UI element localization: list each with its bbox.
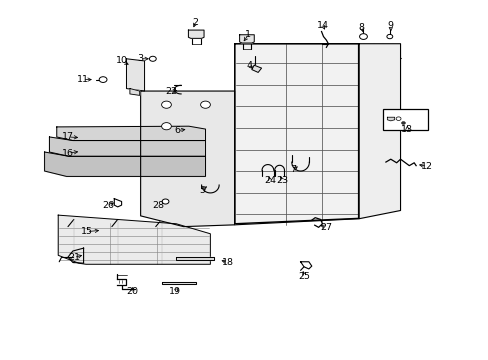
Text: 27: 27 (320, 223, 332, 232)
Circle shape (162, 199, 168, 204)
Circle shape (200, 101, 210, 108)
Circle shape (149, 56, 156, 61)
Text: 16: 16 (62, 149, 74, 158)
Circle shape (395, 117, 400, 121)
Text: 7: 7 (290, 166, 296, 175)
Text: 25: 25 (298, 271, 310, 280)
Text: 23: 23 (275, 176, 287, 185)
Text: 9: 9 (387, 21, 393, 30)
Text: 19: 19 (169, 287, 181, 296)
Polygon shape (44, 152, 205, 176)
Text: 17: 17 (62, 132, 74, 141)
Text: 22: 22 (165, 87, 177, 96)
Polygon shape (188, 30, 203, 39)
Polygon shape (234, 44, 358, 225)
Text: 6: 6 (174, 126, 181, 135)
Circle shape (359, 34, 366, 40)
Text: 1: 1 (245, 30, 251, 39)
Circle shape (401, 122, 405, 125)
Text: 13: 13 (401, 125, 412, 134)
Bar (382, 109, 427, 130)
Text: 24: 24 (264, 176, 275, 185)
Polygon shape (161, 282, 195, 284)
Text: 12: 12 (421, 162, 432, 171)
Text: 18: 18 (222, 258, 233, 267)
Text: 10: 10 (115, 57, 127, 66)
Text: 28: 28 (152, 201, 164, 210)
Polygon shape (386, 117, 394, 121)
Circle shape (161, 101, 171, 108)
Text: 15: 15 (81, 227, 92, 236)
Polygon shape (176, 257, 214, 260)
Text: 5: 5 (199, 185, 204, 194)
Polygon shape (251, 65, 261, 72)
Text: 14: 14 (316, 21, 328, 30)
Text: 26: 26 (102, 201, 114, 210)
Text: 2: 2 (192, 18, 198, 27)
Polygon shape (57, 126, 205, 140)
Text: 4: 4 (246, 61, 252, 70)
Polygon shape (239, 35, 254, 43)
Polygon shape (126, 59, 144, 91)
Polygon shape (58, 215, 210, 264)
Text: 3: 3 (137, 54, 143, 63)
Circle shape (99, 77, 107, 82)
Text: 8: 8 (358, 23, 364, 32)
Circle shape (161, 123, 171, 130)
Text: 20: 20 (126, 287, 138, 296)
Polygon shape (49, 137, 205, 156)
Polygon shape (141, 91, 234, 226)
Polygon shape (358, 44, 400, 219)
Polygon shape (130, 89, 140, 95)
Circle shape (386, 35, 392, 39)
Text: 11: 11 (77, 75, 88, 84)
Text: 21: 21 (68, 253, 80, 262)
